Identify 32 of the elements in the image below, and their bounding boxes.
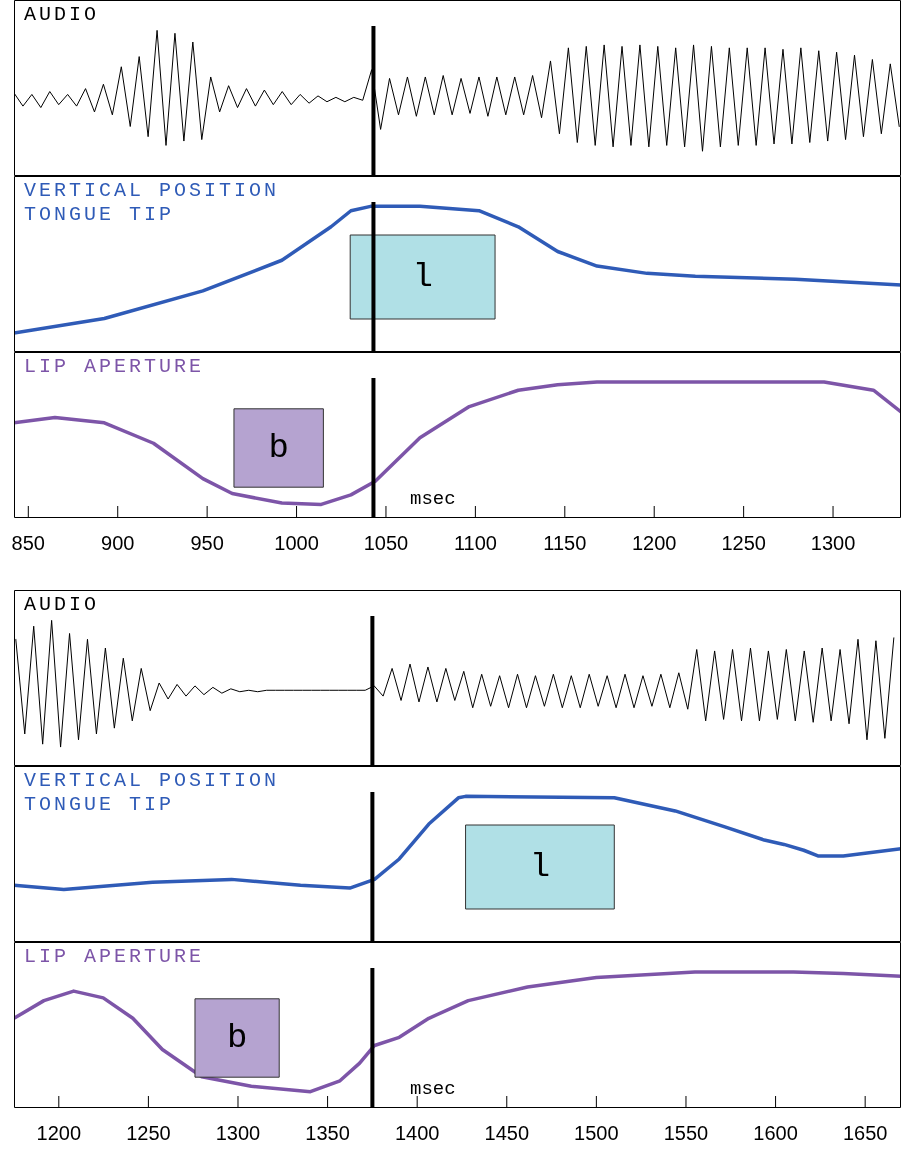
x-tick-label: 1650 (842, 1121, 888, 1144)
x-tick-label: 1400 (394, 1121, 440, 1144)
x-axis-title: msec (410, 488, 456, 510)
chart-title: AUDIO (24, 593, 100, 617)
chart-title: LIP APERTURE (24, 355, 205, 379)
x-axis-title: msec (410, 1078, 456, 1100)
x-tick-label: 1350 (305, 1121, 350, 1144)
chart-title: LIP APERTURE (24, 945, 205, 969)
x-tick-label: 850 (11, 531, 45, 554)
x-tick-label: 950 (190, 531, 224, 554)
x-tick-label: 1550 (663, 1121, 709, 1144)
chart-title: VERTICAL POSITION TONGUE TIP (24, 179, 281, 227)
band-label: l (529, 848, 551, 886)
x-tick-label: 1250 (721, 531, 766, 554)
x-tick-label: 1000 (274, 531, 319, 554)
x-tick-label: 1300 (215, 1121, 261, 1144)
band-label: b (268, 429, 289, 467)
x-tick-label: 900 (101, 531, 135, 554)
chart-title: VERTICAL POSITION TONGUE TIP (24, 769, 281, 817)
chart-title: AUDIO (24, 3, 100, 27)
x-tick-label: 1600 (753, 1121, 798, 1144)
x-tick-label: 1100 (453, 531, 497, 554)
x-tick-label: 1250 (126, 1121, 171, 1144)
x-tick-label: 1300 (810, 531, 856, 554)
band-label: l (412, 258, 433, 296)
x-tick-label: 1150 (543, 531, 587, 554)
x-tick-label: 1500 (574, 1121, 619, 1144)
x-tick-label: 1050 (363, 531, 409, 554)
x-tick-label: 1200 (631, 531, 677, 554)
x-tick-label: 1450 (484, 1121, 530, 1144)
x-tick-label: 1200 (36, 1121, 82, 1144)
band-label: b (226, 1019, 248, 1057)
